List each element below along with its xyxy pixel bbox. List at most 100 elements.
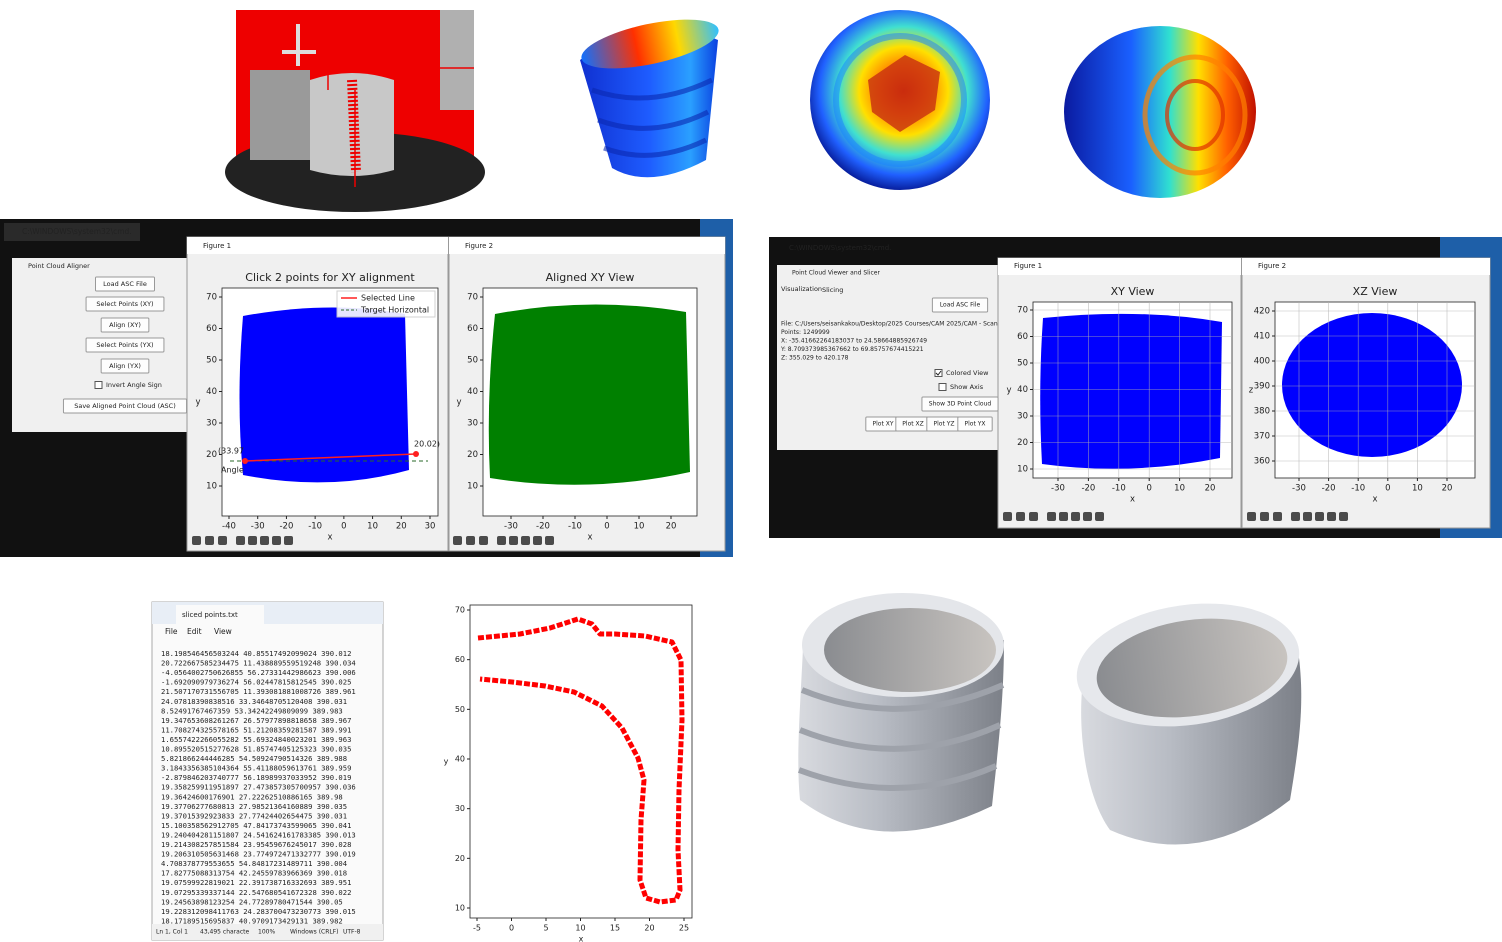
x-tick-label: -30 [1051,484,1065,494]
legend-label: Target Horizontal [360,306,429,315]
toolbar-icon [1247,512,1256,521]
text-line: 19.214308257851584 23.95459676245017 390… [161,840,351,849]
text-line: 15.100358562912705 47.84173743599065 390… [161,821,351,830]
info-line: File: C:/Users/seisankakou/Desktop/2025 … [781,321,998,328]
selection-overlay [230,451,428,464]
y-tick-label: 70 [467,293,478,303]
y-tick-label: 380 [1254,407,1270,417]
button [85,296,165,312]
y-axis-label: z [1249,386,1254,396]
x-tick-label: -20 [1081,484,1095,494]
x-tick-label: 20 [396,522,407,532]
legend [336,290,436,318]
text-line: 17.82775088313754 42.24559783966369 390.… [161,869,347,878]
toolbar-icon [272,536,281,545]
y-tick-label: 30 [206,419,217,429]
y-tick-label: 400 [1254,357,1270,367]
menu-item: File [165,627,178,636]
button-label: Plot XZ [902,421,923,428]
plot-frame [1274,301,1476,479]
text-line: -4.0564002750626855 56.27331442986623 39… [161,668,356,677]
x-tick-label: 0 [341,522,346,532]
text-line: 19.24563898123254 24.77289780471544 390.… [161,897,343,906]
x-tick-label: -20 [279,522,293,532]
text-line: 4.708378779553655 54.84817231489711 390.… [161,859,347,868]
menu-item: Edit [187,627,202,636]
toolbar-icon [192,536,201,545]
y-axis-label: y [1006,386,1011,396]
toolbar-icon [509,536,518,545]
y-tick-label: 20 [455,854,465,863]
plot-frame [221,287,439,517]
x-axis-label: x [327,533,332,543]
plot-title: Aligned XY View [546,271,635,284]
button-label: Align (YX) [109,362,141,370]
toolbar-icon [521,536,530,545]
toolbar-icon [466,536,475,545]
x-tick-label: 20 [1442,484,1453,494]
y-tick-label: 10 [467,482,478,492]
text-line: 24.07818390838516 33.34648705120408 390.… [161,697,347,706]
y-tick-label: 370 [1254,432,1270,442]
toolbar-icon [1016,512,1025,521]
x-axis-label: x [579,935,584,942]
toolbar-icon [1047,512,1056,521]
toolbar-icon [453,536,462,545]
x-tick-label: 10 [1412,484,1423,494]
x-tick-label: 10 [634,522,645,532]
y-tick-label: 410 [1254,332,1270,342]
tab: Slicing [822,286,843,294]
toolbar-icon [1327,512,1336,521]
y-axis-label: y [444,757,449,766]
x-tick-label: 30 [425,522,436,532]
button-label: Align (XY) [109,321,141,329]
plot-frame [482,287,698,517]
toolbar-icon [1083,512,1092,521]
text-line: 20.722667585234475 11.438889559519248 39… [161,659,356,668]
x-tick-label: -10 [1351,484,1365,494]
toolbar-icon [1291,512,1300,521]
x-tick-label: 0 [1385,484,1390,494]
text-line: 10.895520515277628 51.85747405125323 390… [161,745,351,754]
terminal-tab: C:\WINDOWS\system32\cmd. [22,227,132,236]
text-line: 19.07599922819021 22.391738716332693 389… [161,878,351,887]
button-label: Plot XY [873,421,894,428]
x-axis-label: x [587,533,592,543]
button [85,337,165,353]
y-tick-label: 420 [1254,307,1270,317]
info-line: Y: 8.709373985367662 to 69.8575767441522… [780,346,924,353]
y-tick-label: 70 [455,606,465,615]
window-title: Point Cloud Viewer and Slicer [792,270,880,277]
text-line: 18.198546456503244 40.85517492099024 390… [161,649,351,658]
x-axis-label: x [1130,495,1135,505]
checkbox-label: Show Axis [950,383,984,391]
render-grey-cups [797,593,1302,845]
notepad-tab: sliced points.txt [182,611,238,619]
checkbox-label: Colored View [946,369,989,377]
x-tick-label: 20 [666,522,677,532]
checkbox [94,381,103,389]
text-line: 19.240404281151807 24.541624161783385 39… [161,830,356,839]
y-tick-label: 60 [455,655,465,664]
x-tick-label: 0 [509,924,514,933]
info-line: X: -35.41662264183037 to 24.586648859267… [781,338,927,345]
x-tick-label: -20 [1322,484,1336,494]
button-label: Plot YX [965,421,986,428]
toolbar-icon [205,536,214,545]
window-title: Figure 1 [203,242,231,250]
text-line: 19.347653608261267 26.57977898818658 389… [161,716,351,725]
x-axis-label: x [1372,495,1377,505]
y-tick-label: 10 [1017,465,1028,475]
x-tick-label: 10 [575,924,585,933]
y-tick-label: 40 [206,387,217,397]
button-label: Load ASC File [103,280,147,288]
text-line: 11.708274325578165 51.21208359281587 389… [161,725,351,734]
y-tick-label: 360 [1254,457,1270,467]
x-tick-label: 20 [1205,484,1216,494]
button-label: Plot YZ [934,421,955,428]
x-tick-label: -30 [251,522,265,532]
text-line: -2.879846203740777 56.18989937033952 390… [161,773,351,782]
text-line: 19.07295339337144 22.547680541672328 390… [161,888,351,897]
annotation: 20.02) [414,440,440,449]
camera-photo [225,10,485,212]
